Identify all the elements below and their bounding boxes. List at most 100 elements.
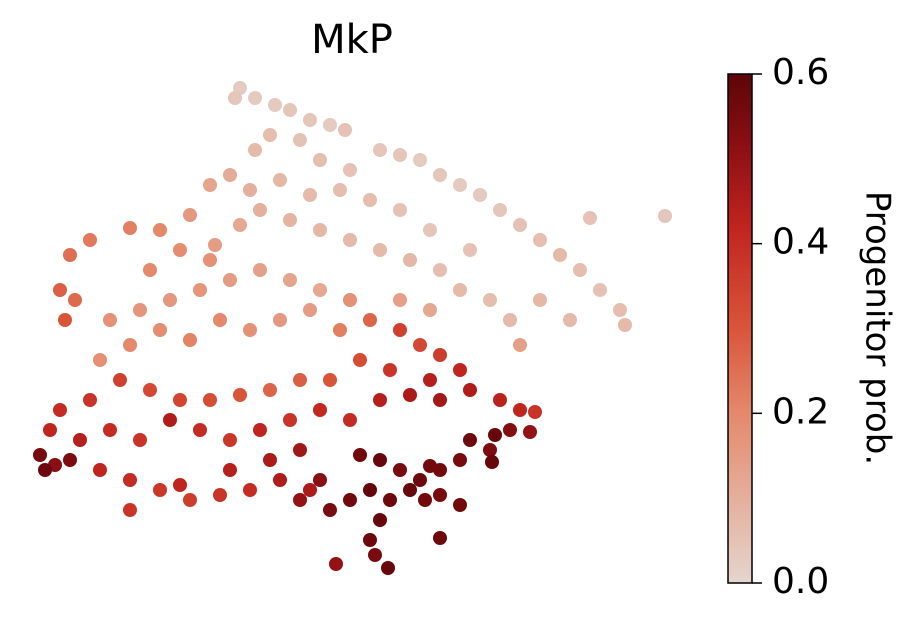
- point: [303, 303, 317, 317]
- point: [103, 423, 117, 437]
- point: [413, 153, 427, 167]
- point: [403, 483, 417, 497]
- point: [293, 443, 307, 457]
- point: [283, 213, 297, 227]
- point: [533, 293, 547, 307]
- point: [203, 178, 217, 192]
- point: [293, 373, 307, 387]
- point: [123, 221, 137, 235]
- point: [613, 303, 627, 317]
- point: [413, 338, 427, 352]
- colorbar-tick-label: 0.6: [772, 52, 829, 93]
- point: [393, 293, 407, 307]
- point: [223, 168, 237, 182]
- point: [381, 561, 395, 575]
- point: [433, 488, 447, 502]
- point: [223, 433, 237, 447]
- point: [193, 283, 207, 297]
- point: [553, 248, 567, 262]
- point: [513, 338, 527, 352]
- scatter-points: [33, 81, 672, 575]
- point: [113, 373, 127, 387]
- point: [173, 243, 187, 257]
- point: [363, 193, 377, 207]
- point: [523, 425, 537, 439]
- point: [393, 323, 407, 337]
- point: [203, 253, 217, 267]
- point: [133, 433, 147, 447]
- point: [343, 493, 357, 507]
- point: [263, 128, 277, 142]
- point: [483, 293, 497, 307]
- point: [493, 393, 507, 407]
- point: [563, 313, 577, 327]
- point: [123, 338, 137, 352]
- point: [93, 463, 107, 477]
- point: [53, 283, 67, 297]
- point: [343, 293, 357, 307]
- point: [343, 233, 357, 247]
- point: [433, 531, 447, 545]
- colorbar-tick-label: 0.2: [772, 391, 829, 432]
- point: [233, 388, 247, 402]
- point: [58, 313, 72, 327]
- point: [83, 233, 97, 247]
- point: [133, 303, 147, 317]
- point: [73, 433, 87, 447]
- point: [658, 209, 672, 223]
- point: [273, 313, 287, 327]
- point: [593, 283, 607, 297]
- point: [618, 318, 632, 332]
- point: [63, 248, 77, 262]
- point: [423, 303, 437, 317]
- point: [43, 423, 57, 437]
- point: [153, 223, 167, 237]
- point: [493, 203, 507, 217]
- point: [485, 455, 499, 469]
- point: [253, 203, 267, 217]
- point: [233, 218, 247, 232]
- point: [303, 113, 317, 127]
- point: [253, 263, 267, 277]
- point: [513, 218, 527, 232]
- point: [208, 238, 222, 252]
- point: [363, 313, 377, 327]
- point: [333, 323, 347, 337]
- point: [283, 103, 297, 117]
- point: [253, 423, 267, 437]
- point: [313, 283, 327, 297]
- point: [173, 478, 187, 492]
- point: [153, 483, 167, 497]
- point: [273, 173, 287, 187]
- point: [423, 459, 437, 473]
- point: [303, 483, 317, 497]
- point: [163, 293, 177, 307]
- point: [243, 483, 257, 497]
- point: [453, 363, 467, 377]
- point: [203, 393, 217, 407]
- point: [433, 348, 447, 362]
- point: [163, 413, 177, 427]
- point: [228, 91, 242, 105]
- point: [193, 423, 207, 437]
- point: [503, 423, 517, 437]
- point: [583, 211, 597, 225]
- point: [223, 463, 237, 477]
- point: [268, 98, 282, 112]
- point: [323, 503, 337, 517]
- point: [123, 473, 137, 487]
- point: [573, 263, 587, 277]
- point: [373, 393, 387, 407]
- chart-title: MkP: [311, 17, 393, 63]
- point: [293, 133, 307, 147]
- point: [313, 153, 327, 167]
- point: [248, 143, 262, 157]
- point: [263, 383, 277, 397]
- point: [463, 383, 477, 397]
- point: [393, 203, 407, 217]
- point: [33, 448, 47, 462]
- point: [323, 373, 337, 387]
- point: [393, 148, 407, 162]
- point: [183, 493, 197, 507]
- point: [413, 473, 427, 487]
